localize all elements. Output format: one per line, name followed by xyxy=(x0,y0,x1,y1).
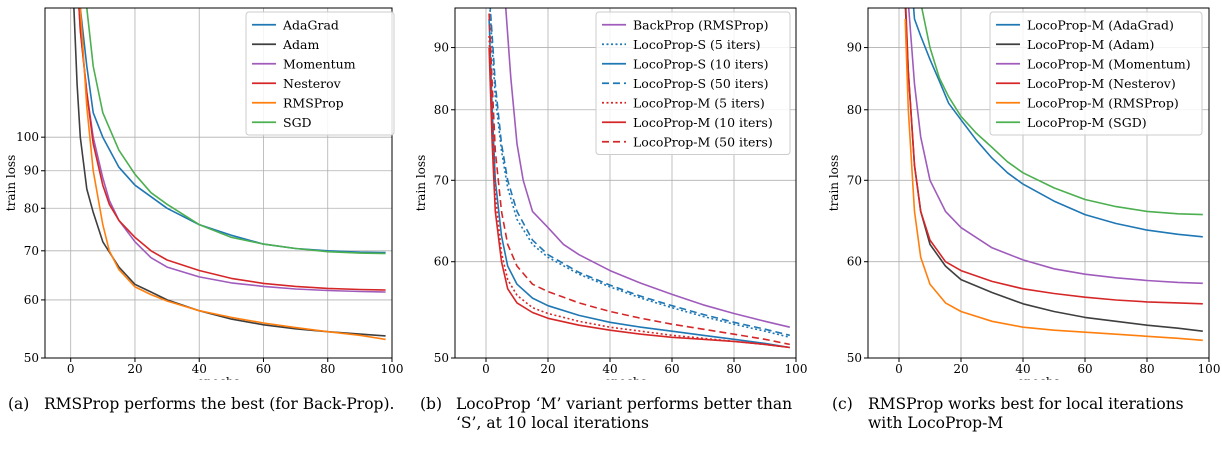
series-line-3 xyxy=(78,8,386,291)
x-tick-label: 20 xyxy=(953,362,968,376)
series-line-0 xyxy=(504,8,790,328)
x-tick-label: 100 xyxy=(381,362,404,376)
y-axis-label: train loss xyxy=(414,155,428,211)
legend-label: LocoProp-M (AdaGrad) xyxy=(1027,17,1174,32)
x-tick-label: 40 xyxy=(1015,362,1030,376)
figure-canvas: 0 20 40 60 80 100 50 60 70 80 90 100 epochs train los… xyxy=(4,7,1221,380)
caption-b-text: LocoProp ‘M’ variant performs better tha… xyxy=(456,395,793,432)
x-tick-label: 60 xyxy=(1077,362,1092,376)
series-line-0 xyxy=(912,8,1203,238)
series-line-2 xyxy=(488,18,790,349)
y-tick-label: 80 xyxy=(24,201,39,215)
series-line-4 xyxy=(79,8,386,341)
caption-c: (c) RMSProp works best for local iterati… xyxy=(832,395,1216,433)
series-line-5 xyxy=(85,8,386,255)
y-axis-label: train loss xyxy=(4,155,18,211)
caption-a: (a) RMSProp performs the best (for Back-… xyxy=(8,395,400,414)
legend-label: LocoProp-S (50 iters) xyxy=(633,76,768,91)
legend: LocoProp-M (AdaGrad) LocoProp-M (Adam) Loc… xyxy=(989,11,1203,136)
chart-panel-0: 0 20 40 60 80 100 50 60 70 80 90 100 epochs train los… xyxy=(4,7,404,380)
legend-label: LocoProp-M (5 iters) xyxy=(633,95,765,110)
caption-b: (b) LocoProp ‘M’ variant performs better… xyxy=(420,395,810,433)
y-axis-label: train loss xyxy=(827,155,841,211)
x-tick-label: 100 xyxy=(785,362,808,376)
legend-label: LocoProp-M (Nesterov) xyxy=(1027,76,1176,91)
legend-label: LocoProp-M (10 iters) xyxy=(633,115,773,130)
y-tick-label: 50 xyxy=(847,351,862,365)
x-axis-label: epochs xyxy=(1017,375,1060,380)
x-tick-label: 60 xyxy=(664,362,679,376)
x-tick-label: 40 xyxy=(192,362,207,376)
x-tick-label: 80 xyxy=(320,362,335,376)
series-line-3 xyxy=(905,8,1203,305)
x-tick-label: 40 xyxy=(602,362,617,376)
y-tick-label: 80 xyxy=(847,103,862,117)
legend-label: LocoProp-M (Momentum) xyxy=(1027,56,1191,71)
legend-label: AdaGrad xyxy=(282,17,339,32)
series-line-2 xyxy=(907,8,1203,285)
x-tick-label: 0 xyxy=(895,362,903,376)
caption-a-letter: (a) xyxy=(8,395,30,413)
series-line-3 xyxy=(489,8,790,337)
legend-label: LocoProp-M (50 iters) xyxy=(633,134,773,149)
y-tick-label: 90 xyxy=(24,164,39,178)
series-line-5 xyxy=(488,47,790,349)
legend-label: LocoProp-M (RMSProp) xyxy=(1027,95,1179,110)
caption-a-text: RMSProp performs the best (for Back-Prop… xyxy=(44,395,395,413)
y-tick-label: 60 xyxy=(24,293,39,307)
legend-label: Nesterov xyxy=(283,76,342,91)
chart-panel-1: 0 20 40 60 80 100 50 60 70 80 90 epochs train loss Ba… xyxy=(414,7,808,380)
y-tick-label: 70 xyxy=(847,173,862,187)
series-line-5 xyxy=(920,8,1203,216)
y-tick-label: 90 xyxy=(434,41,449,55)
series-line-4 xyxy=(488,35,790,349)
legend: BackProp (RMSProp) LocoProp-S (5 iters) Lo… xyxy=(595,11,791,155)
axes-frame xyxy=(867,7,1210,359)
y-tick-label: 50 xyxy=(434,351,449,365)
y-tick-label: 60 xyxy=(847,255,862,269)
series-line-1 xyxy=(489,8,790,339)
x-tick-label: 80 xyxy=(726,362,741,376)
legend-label: RMSProp xyxy=(283,95,344,110)
x-tick-label: 0 xyxy=(67,362,75,376)
x-tick-label: 80 xyxy=(1139,362,1154,376)
legend-label: LocoProp-S (10 iters) xyxy=(633,56,768,71)
axes-frame xyxy=(44,7,393,359)
y-tick-label: 50 xyxy=(24,351,39,365)
x-axis-label: epochs xyxy=(604,375,647,380)
x-axis-label: epochs xyxy=(197,375,240,380)
legend-label: Adam xyxy=(282,37,319,52)
series-line-4 xyxy=(904,18,1203,342)
chart-panel-2: 0 20 40 60 80 100 50 60 70 80 90 epochs train loss Lo… xyxy=(827,7,1221,380)
x-tick-label: 20 xyxy=(540,362,555,376)
axes-frame xyxy=(454,7,797,359)
y-tick-label: 70 xyxy=(434,173,449,187)
y-tick-label: 80 xyxy=(434,103,449,117)
y-tick-label: 90 xyxy=(847,41,862,55)
series-line-6 xyxy=(488,13,790,346)
legend-label: LocoProp-M (Adam) xyxy=(1027,37,1154,52)
legend-label: SGD xyxy=(283,115,312,130)
x-tick-label: 100 xyxy=(1198,362,1221,376)
x-tick-label: 20 xyxy=(127,362,142,376)
y-tick-label: 100 xyxy=(16,130,39,144)
legend-label: LocoProp-S (5 iters) xyxy=(633,37,761,52)
caption-c-text: RMSProp works best for local iterations … xyxy=(868,395,1184,432)
legend-label: Momentum xyxy=(283,56,356,71)
legend-label: BackProp (RMSProp) xyxy=(633,17,769,32)
y-tick-label: 60 xyxy=(434,255,449,269)
x-tick-label: 0 xyxy=(482,362,490,376)
legend: AdaGrad Adam Momentum Nesterov RMSProp SGD xyxy=(245,11,395,136)
caption-c-letter: (c) xyxy=(832,395,853,413)
caption-b-letter: (b) xyxy=(420,395,443,413)
legend-label: LocoProp-M (SGD) xyxy=(1027,115,1147,130)
x-tick-label: 60 xyxy=(256,362,271,376)
y-tick-label: 70 xyxy=(24,244,39,258)
